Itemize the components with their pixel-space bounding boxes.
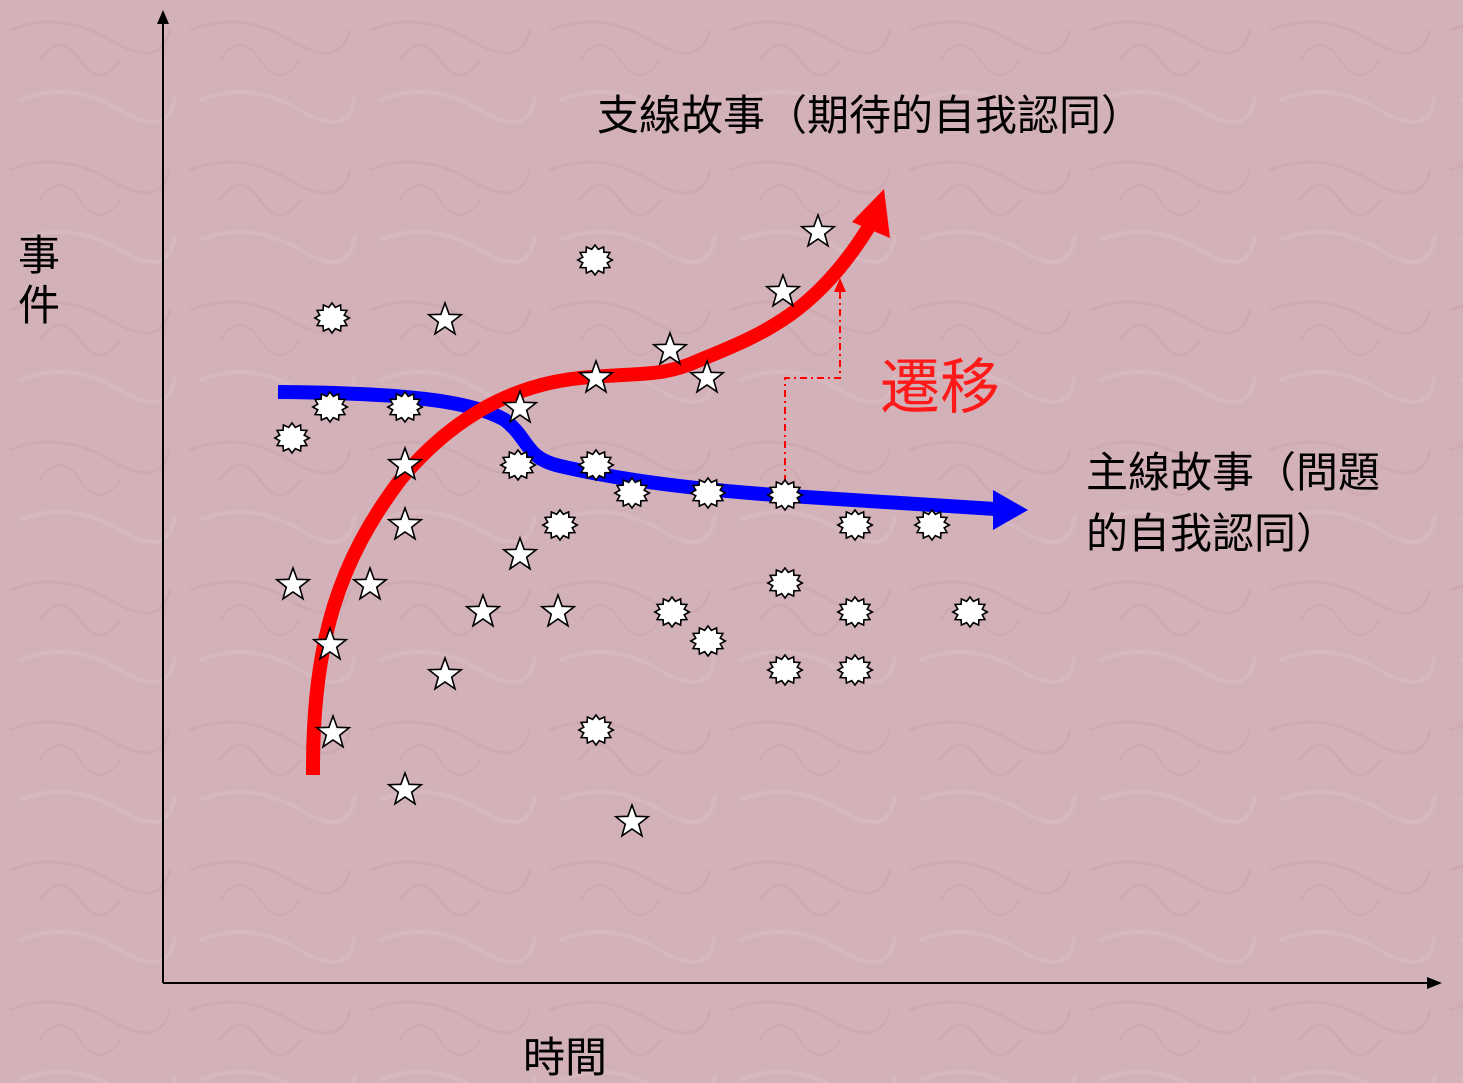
burst-marker bbox=[836, 508, 874, 542]
burst-marker bbox=[766, 566, 804, 600]
burst-marker bbox=[313, 301, 351, 335]
star-marker bbox=[386, 445, 424, 481]
branch-story-line bbox=[305, 189, 890, 776]
star-marker bbox=[386, 505, 424, 541]
star-marker bbox=[651, 330, 689, 366]
y-axis-label-char-1: 事 bbox=[18, 231, 60, 280]
x-axis-arrow bbox=[1427, 977, 1442, 989]
burst-marker bbox=[836, 653, 874, 687]
star-marker bbox=[386, 770, 424, 806]
burst-marker bbox=[836, 595, 874, 629]
burst-marker bbox=[653, 595, 691, 629]
main-story-line bbox=[277, 385, 1028, 530]
star-marker bbox=[351, 565, 389, 601]
axes bbox=[157, 10, 1442, 989]
burst-marker bbox=[951, 595, 989, 629]
burst-marker bbox=[689, 476, 727, 510]
star-marker bbox=[539, 592, 577, 628]
main-story-label-line-2: 的自我認同） bbox=[1086, 509, 1338, 558]
star-marker bbox=[577, 358, 615, 394]
y-axis-arrow bbox=[157, 10, 169, 24]
burst-marker bbox=[577, 448, 615, 482]
star-marker bbox=[501, 535, 539, 571]
star-marker bbox=[613, 802, 651, 838]
transition-arrow bbox=[784, 278, 846, 482]
burst-marker bbox=[499, 448, 537, 482]
burst-marker bbox=[577, 713, 615, 747]
burst-marker bbox=[273, 421, 311, 455]
star-marker bbox=[426, 655, 464, 691]
main-story-arrowhead bbox=[993, 490, 1028, 530]
star-marker bbox=[311, 625, 349, 661]
star-marker bbox=[501, 388, 539, 424]
burst-marker bbox=[386, 390, 424, 424]
star-marker bbox=[764, 272, 802, 308]
star-marker bbox=[274, 565, 312, 601]
branch-story-label: 支線故事（期待的自我認同） bbox=[597, 91, 1143, 140]
burst-marker bbox=[541, 508, 579, 542]
burst-markers bbox=[273, 243, 989, 747]
branch-story-arrowhead bbox=[852, 189, 890, 238]
star-marker bbox=[688, 358, 726, 394]
main-story-label-line-1: 主線故事（問題 bbox=[1086, 448, 1380, 497]
transition-arrowhead bbox=[834, 278, 846, 292]
burst-marker bbox=[766, 653, 804, 687]
star-marker bbox=[799, 212, 837, 248]
burst-marker bbox=[311, 390, 349, 424]
x-axis-label: 時間 bbox=[523, 1033, 607, 1082]
star-markers bbox=[274, 212, 837, 838]
star-marker bbox=[464, 592, 502, 628]
burst-marker bbox=[576, 243, 614, 277]
burst-marker bbox=[613, 476, 651, 510]
transition-label: 遷移 bbox=[880, 353, 1000, 423]
burst-marker bbox=[766, 478, 804, 512]
burst-marker bbox=[689, 624, 727, 658]
burst-marker bbox=[913, 508, 951, 542]
y-axis-label-char-2: 件 bbox=[18, 281, 60, 330]
star-marker bbox=[314, 713, 352, 749]
star-marker bbox=[426, 300, 464, 336]
